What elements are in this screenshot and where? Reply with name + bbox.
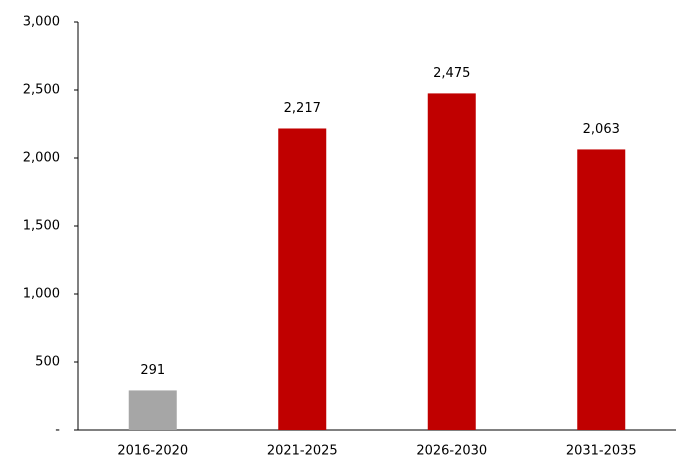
data-label: 2,475 [433,66,470,81]
x-tick-label: 2026-2030 [416,444,487,459]
bar [427,93,476,431]
bar [577,149,626,430]
bar [128,390,177,430]
y-tick-label: - [55,423,60,438]
y-tick-label: 2,000 [23,151,60,166]
y-tick-label: 2,500 [23,83,60,98]
bar [278,128,327,430]
y-tick-label: 500 [35,355,60,370]
data-label: 2,063 [583,122,620,137]
x-tick-label: 2021-2025 [267,444,338,459]
data-label: 2,217 [284,101,321,116]
x-tick-label: 2016-2020 [117,444,188,459]
y-tick-label: 1,500 [23,219,60,234]
y-tick-label: 1,000 [23,287,60,302]
data-label: 291 [140,363,165,378]
x-tick-label: 2031-2035 [566,444,637,459]
y-tick-label: 3,000 [23,15,60,30]
